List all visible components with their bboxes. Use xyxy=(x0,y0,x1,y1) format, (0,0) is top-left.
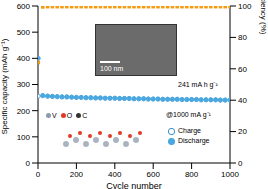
html-text:Discharge: Discharge xyxy=(178,137,210,144)
svg-text:800: 800 xyxy=(185,170,199,179)
svg-text:0: 0 xyxy=(238,159,243,168)
html-text:V: V xyxy=(52,112,57,119)
svg-text:60: 60 xyxy=(238,65,247,74)
svg-text:600: 600 xyxy=(17,2,31,11)
svg-text:500: 500 xyxy=(17,28,31,37)
svg-text:600: 600 xyxy=(147,170,161,179)
svg-text:80: 80 xyxy=(238,33,247,42)
svg-text:Cycle number: Cycle number xyxy=(106,181,162,189)
svg-text:200: 200 xyxy=(70,170,84,179)
svg-text:Coulombic efficiency (%): Coulombic efficiency (%) xyxy=(259,0,260,35)
html-text:Charge: Charge xyxy=(178,127,201,134)
svg-text:100: 100 xyxy=(238,2,252,11)
svg-text:20: 20 xyxy=(238,127,247,136)
html-text:100 nm: 100 nm xyxy=(100,65,124,72)
svg-text:1000: 1000 xyxy=(221,170,239,179)
svg-text:200: 200 xyxy=(17,107,31,116)
svg-text:40: 40 xyxy=(238,96,247,105)
svg-text:400: 400 xyxy=(108,170,122,179)
svg-text:0: 0 xyxy=(26,159,31,168)
svg-text:300: 300 xyxy=(17,80,31,89)
html-text:@1000 mA g⁻¹: @1000 mA g⁻¹ xyxy=(166,111,211,118)
html-text:O: O xyxy=(66,112,73,119)
html-text:241 mA h g⁻¹: 241 mA h g⁻¹ xyxy=(178,81,218,88)
svg-text:Specific capacity (mAh g⁻¹): Specific capacity (mAh g⁻¹) xyxy=(8,38,9,134)
svg-text:0: 0 xyxy=(36,170,41,179)
svg-text:100: 100 xyxy=(17,133,31,142)
html-text:C: C xyxy=(82,112,88,119)
svg-text:400: 400 xyxy=(17,54,31,63)
